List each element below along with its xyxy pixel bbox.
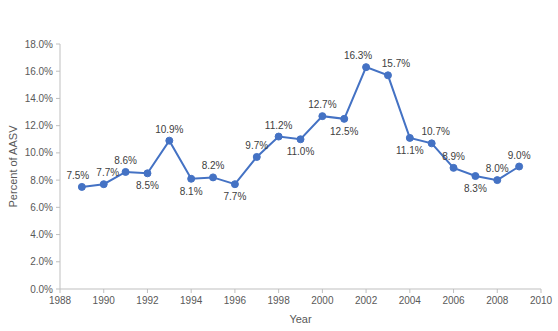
marker: [516, 163, 523, 170]
x-tick: [60, 289, 61, 293]
y-axis: [60, 44, 61, 289]
data-label: 11.2%: [265, 120, 293, 131]
data-label: 11.1%: [396, 145, 424, 156]
x-tick-label: 2010: [530, 295, 553, 306]
y-tick: [56, 289, 60, 290]
x-tick-label: 2008: [486, 295, 509, 306]
data-label: 8.9%: [442, 151, 465, 162]
marker: [166, 137, 173, 144]
x-tick: [322, 289, 323, 293]
y-tick-label: 4.0%: [30, 229, 53, 240]
data-label: 12.7%: [308, 99, 336, 110]
marker: [384, 72, 391, 79]
y-tick-label: 18.0%: [25, 39, 53, 50]
x-tick: [103, 289, 104, 293]
data-label: 8.3%: [464, 183, 487, 194]
x-tick: [497, 289, 498, 293]
x-axis: [60, 289, 541, 290]
marker: [188, 175, 195, 182]
marker: [122, 168, 129, 175]
x-tick: [147, 289, 148, 293]
marker: [319, 113, 326, 120]
y-tick: [56, 234, 60, 235]
y-tick: [56, 125, 60, 126]
marker: [494, 177, 501, 184]
data-label: 12.5%: [330, 126, 358, 137]
y-tick-label: 2.0%: [30, 256, 53, 267]
y-tick: [56, 71, 60, 72]
data-label: 10.7%: [422, 126, 450, 137]
x-tick-label: 2004: [399, 295, 422, 306]
x-tick-label: 1988: [49, 295, 72, 306]
marker: [363, 64, 370, 71]
y-tick-label: 6.0%: [30, 202, 53, 213]
x-tick: [409, 289, 410, 293]
data-label: 8.1%: [180, 186, 203, 197]
y-tick-label: 0.0%: [30, 284, 53, 295]
marker: [341, 115, 348, 122]
series: [78, 64, 522, 191]
data-label: 10.9%: [155, 124, 183, 135]
x-tick-label: 1996: [224, 295, 247, 306]
x-tick-label: 2002: [355, 295, 378, 306]
data-label: 8.5%: [136, 180, 159, 191]
data-label: 8.0%: [486, 163, 509, 174]
x-tick-label: 2000: [311, 295, 334, 306]
y-tick: [56, 44, 60, 45]
y-tick: [56, 98, 60, 99]
y-tick: [56, 261, 60, 262]
y-tick: [56, 207, 60, 208]
line: [82, 67, 519, 187]
marker: [78, 183, 85, 190]
x-tick-label: 2006: [442, 295, 465, 306]
x-tick: [278, 289, 279, 293]
y-tick-label: 16.0%: [25, 66, 53, 77]
marker: [253, 153, 260, 160]
y-tick: [56, 152, 60, 153]
marker: [450, 164, 457, 171]
marker: [406, 134, 413, 141]
marker: [472, 173, 479, 180]
marker: [297, 136, 304, 143]
marker: [100, 181, 107, 188]
y-tick-label: 10.0%: [25, 147, 53, 158]
data-label: 8.6%: [114, 155, 137, 166]
marker: [144, 170, 151, 177]
data-label: 15.7%: [382, 58, 410, 69]
data-label: 8.2%: [202, 160, 225, 171]
x-tick-label: 1994: [180, 295, 203, 306]
y-axis-title: Percent of AASV: [7, 125, 19, 208]
data-label: 7.7%: [224, 191, 247, 202]
y-tick-label: 14.0%: [25, 93, 53, 104]
data-label: 7.5%: [66, 170, 89, 181]
chart: 0.0% 2.0% 4.0% 6.0% 8.0% 10.0% 12.0% 14.0% 16.0%…: [0, 0, 558, 331]
x-tick: [191, 289, 192, 293]
x-tick-label: 1990: [93, 295, 116, 306]
x-tick: [453, 289, 454, 293]
y-tick: [56, 180, 60, 181]
data-label: 11.0%: [287, 146, 315, 157]
marker: [275, 133, 282, 140]
marker: [210, 174, 217, 181]
data-label: 7.7%: [96, 167, 119, 178]
y-tick-label: 8.0%: [30, 175, 53, 186]
x-tick: [234, 289, 235, 293]
x-axis-title: Year: [289, 313, 312, 325]
y-tick-label: 12.0%: [25, 120, 53, 131]
x-tick: [541, 289, 542, 293]
data-label: 9.0%: [508, 150, 531, 161]
data-label: 16.3%: [344, 50, 372, 61]
x-tick-label: 1998: [268, 295, 291, 306]
x-tick: [366, 289, 367, 293]
x-tick-label: 1992: [136, 295, 159, 306]
marker: [231, 181, 238, 188]
marker: [428, 140, 435, 147]
data-label: 9.7%: [245, 140, 268, 151]
